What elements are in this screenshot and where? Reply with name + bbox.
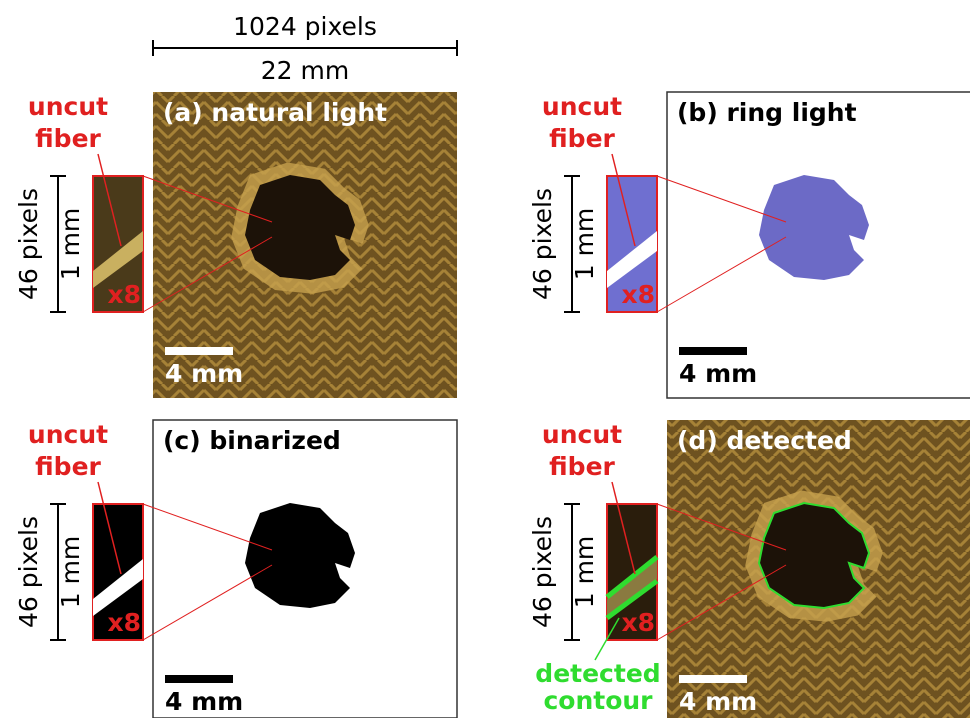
inset-pixels: 46 pixels [528, 516, 557, 628]
annotation: fiber [549, 452, 615, 481]
inset-pixels: 46 pixels [14, 516, 43, 628]
contour-label: detected [535, 659, 660, 688]
panel: (b) ring light 4 mm x8 46 pixels 1 mm uncut fi… [528, 92, 970, 398]
scale-bar [679, 675, 747, 683]
annotation: uncut [542, 92, 622, 121]
panel-title: (c) binarized [163, 426, 341, 455]
panel: (a) natural light 4 mm x8 46 pixels 1 mm uncu… [14, 92, 457, 398]
header-mm: 22 mm [261, 56, 349, 85]
inset-mm: 1 mm [56, 208, 85, 281]
annotation: fiber [549, 124, 615, 153]
annotation: fiber [35, 124, 101, 153]
zoom-label: x8 [107, 280, 141, 309]
annotation: uncut [542, 420, 622, 449]
scale-bar [679, 347, 747, 355]
annotation: fiber [35, 452, 101, 481]
annotation: uncut [28, 92, 108, 121]
inset-mm: 1 mm [570, 536, 599, 609]
panel: (d) detected 4 mm x8 46 pixels 1 mm uncut fibe… [528, 420, 970, 718]
contour-label: contour [543, 686, 653, 715]
zoom-label: x8 [621, 608, 655, 637]
panel-title: (b) ring light [677, 98, 857, 127]
scale-bar-label: 4 mm [165, 687, 243, 716]
inset-pixels: 46 pixels [528, 188, 557, 300]
zoom-label: x8 [621, 280, 655, 309]
panel: (c) binarized 4 mm x8 46 pixels 1 mm uncut fib… [14, 420, 457, 718]
inset-mm: 1 mm [56, 536, 85, 609]
inset-pixels: 46 pixels [14, 188, 43, 300]
header-pixels: 1024 pixels [233, 12, 377, 41]
scale-bar-label: 4 mm [679, 687, 757, 716]
figure: 1024 pixels 22 mm (a) natural light 4 mm x… [0, 0, 970, 718]
scale-bar-label: 4 mm [679, 359, 757, 388]
scale-bar-label: 4 mm [165, 359, 243, 388]
zoom-label: x8 [107, 608, 141, 637]
scale-bar [165, 347, 233, 355]
panel-title: (a) natural light [163, 98, 387, 127]
annotation: uncut [28, 420, 108, 449]
scale-bar [165, 675, 233, 683]
panel-title: (d) detected [677, 426, 852, 455]
inset-mm: 1 mm [570, 208, 599, 281]
